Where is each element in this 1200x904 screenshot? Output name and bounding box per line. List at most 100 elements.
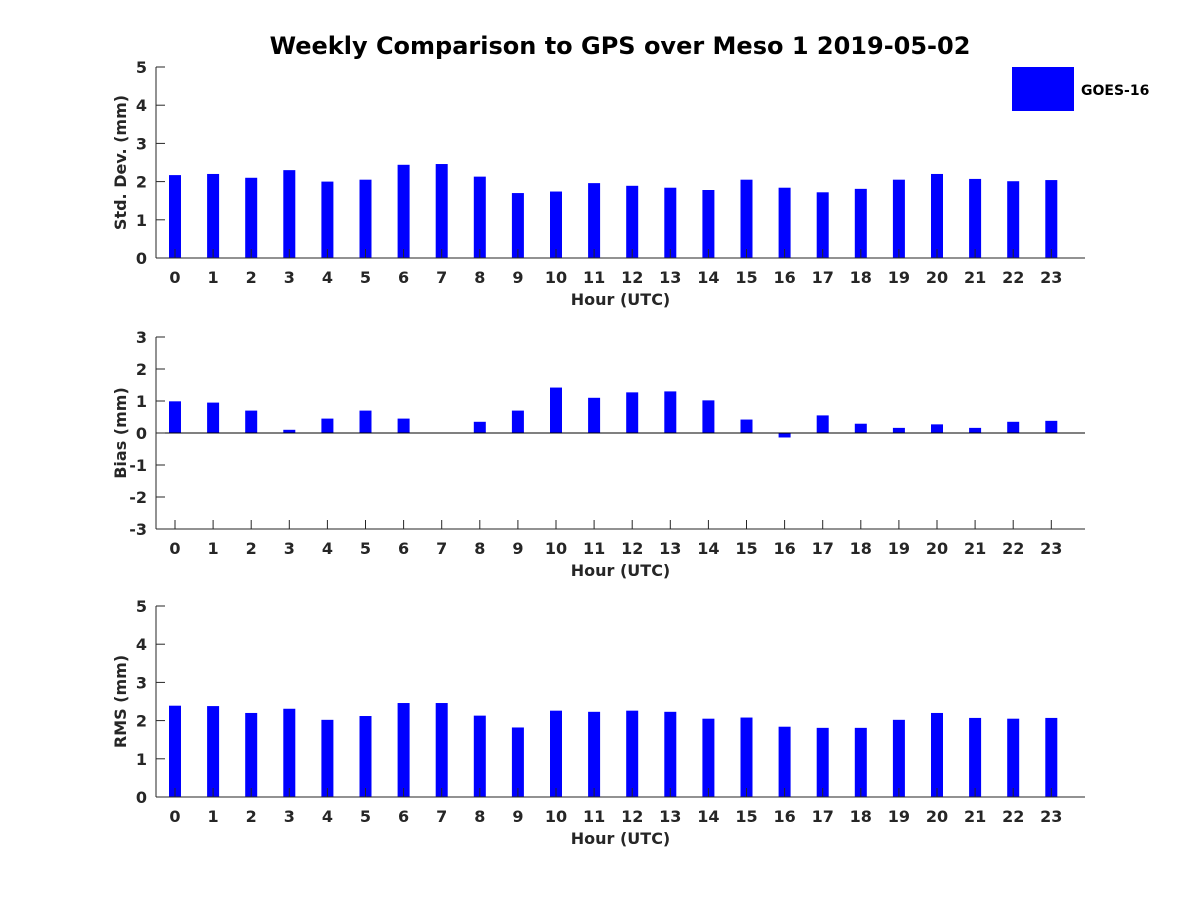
x-tick-label: 15: [735, 807, 757, 826]
chart-title: Weekly Comparison to GPS over Meso 1 201…: [270, 32, 971, 60]
x-tick-label: 9: [512, 807, 523, 826]
bar-hour-15: [740, 419, 753, 433]
bar-hour-2: [245, 410, 258, 433]
x-tick-label: 10: [545, 539, 567, 558]
bar-hour-17: [816, 192, 829, 258]
x-tick-label: 4: [322, 539, 333, 558]
x-tick-label: 2: [246, 268, 257, 287]
bar-hour-15: [740, 179, 753, 258]
y-tick-label: 5: [136, 597, 147, 616]
bar-hour-8: [473, 176, 486, 258]
bar-hour-21: [969, 717, 982, 797]
bar-hour-12: [626, 185, 639, 258]
bar-hour-23: [1045, 420, 1058, 433]
x-tick-label: 13: [659, 807, 681, 826]
bar-hour-19: [892, 427, 905, 433]
x-tick-label: 19: [888, 807, 910, 826]
bar-hour-8: [473, 715, 486, 797]
y-tick-label: 0: [136, 424, 147, 443]
bar-hour-16: [778, 726, 791, 797]
bar-hour-20: [931, 173, 943, 258]
bar-hour-12: [626, 710, 639, 797]
x-tick-label: 8: [474, 807, 485, 826]
x-tick-label: 18: [850, 268, 872, 287]
x-tick-label: 14: [697, 807, 719, 826]
bar-hour-4: [321, 719, 334, 797]
bar-hour-7: [435, 703, 448, 797]
legend-swatch: [1012, 67, 1074, 111]
x-tick-label: 16: [773, 268, 795, 287]
bar-hour-21: [969, 427, 982, 433]
bar-hour-17: [816, 727, 829, 797]
x-tick-label: 23: [1040, 268, 1062, 287]
bar-hour-11: [588, 711, 601, 797]
bar-hour-15: [740, 717, 753, 797]
bar-hour-20: [931, 424, 943, 433]
x-tick-label: 13: [659, 539, 681, 558]
bar-hour-23: [1045, 717, 1058, 797]
y-tick-label: 1: [136, 211, 147, 230]
x-tick-label: 7: [436, 539, 447, 558]
bar-hour-7: [435, 164, 448, 258]
x-tick-label: 21: [964, 539, 986, 558]
x-tick-label: 11: [583, 539, 605, 558]
x-tick-label: 11: [583, 268, 605, 287]
y-tick-label: 2: [136, 360, 147, 379]
x-tick-label: 14: [697, 539, 719, 558]
y-tick-label: 3: [136, 328, 147, 347]
bar-hour-6: [397, 164, 410, 258]
bar-hour-6: [397, 418, 410, 433]
x-tick-label: 14: [697, 268, 719, 287]
bar-hour-0: [169, 705, 181, 797]
x-tick-label: 17: [812, 539, 834, 558]
bar-hour-11: [588, 183, 601, 258]
x-tick-label: 5: [360, 807, 371, 826]
bar-hour-0: [169, 401, 181, 433]
x-tick-label: 6: [398, 268, 409, 287]
x-axis-label: Hour (UTC): [571, 290, 671, 309]
x-tick-label: 15: [735, 268, 757, 287]
bar-hour-14: [702, 400, 715, 433]
bar-hour-6: [397, 703, 410, 797]
y-tick-label: 0: [136, 249, 147, 268]
bar-hour-10: [550, 387, 562, 433]
x-tick-label: 0: [169, 807, 180, 826]
x-tick-label: 7: [436, 268, 447, 287]
x-tick-label: 6: [398, 539, 409, 558]
x-axis-label: Hour (UTC): [571, 829, 671, 848]
bar-hour-5: [359, 410, 372, 433]
x-tick-label: 7: [436, 807, 447, 826]
x-tick-label: 22: [1002, 539, 1024, 558]
x-tick-label: 11: [583, 807, 605, 826]
y-tick-label: 2: [136, 173, 147, 192]
bar-hour-4: [321, 418, 334, 433]
y-tick-label: 5: [136, 58, 147, 77]
y-tick-label: -3: [129, 520, 147, 539]
x-tick-label: 12: [621, 539, 643, 558]
x-tick-label: 9: [512, 539, 523, 558]
bar-hour-3: [283, 708, 296, 797]
x-tick-label: 0: [169, 268, 180, 287]
x-tick-label: 1: [208, 807, 219, 826]
bar-hour-18: [854, 423, 867, 433]
bar-hour-1: [207, 402, 220, 433]
bar-hour-5: [359, 179, 372, 258]
y-tick-label: 4: [136, 635, 147, 654]
y-axis-label: Bias (mm): [111, 387, 130, 479]
x-tick-label: 12: [621, 807, 643, 826]
x-axis-label: Hour (UTC): [571, 561, 671, 580]
x-tick-label: 2: [246, 539, 257, 558]
bar-hour-2: [245, 177, 258, 258]
x-tick-label: 0: [169, 539, 180, 558]
y-tick-label: 3: [136, 134, 147, 153]
x-tick-label: 21: [964, 807, 986, 826]
y-axis-label: Std. Dev. (mm): [111, 95, 130, 230]
bar-hour-10: [550, 710, 562, 797]
bar-hour-22: [1007, 718, 1020, 797]
x-tick-label: 4: [322, 807, 333, 826]
